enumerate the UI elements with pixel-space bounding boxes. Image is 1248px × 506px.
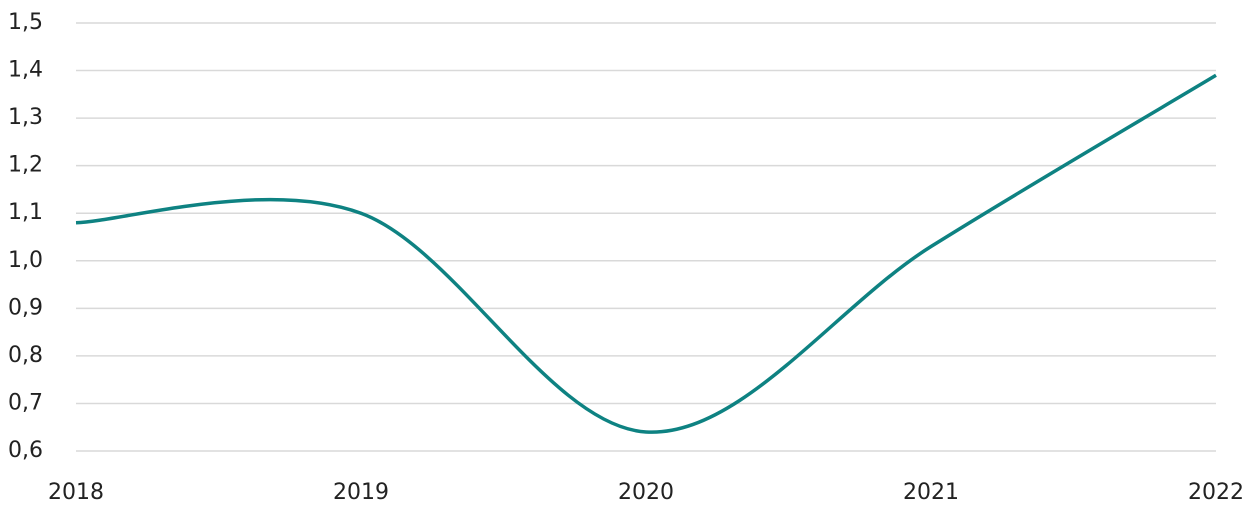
y-tick-label: 0,7 [8,390,43,415]
line [75,73,1217,434]
y-tick-label: 1,0 [8,248,43,273]
y-tick-label: 1,5 [8,10,43,35]
y-tick-label: 1,2 [8,153,43,178]
y-tick-label: 1,4 [8,58,43,83]
x-tick-label: 2021 [903,480,959,505]
x-tick-label: 2018 [48,480,104,505]
x-tick-label: 2020 [618,480,674,505]
x-tick-label: 2022 [1188,480,1244,505]
y-tick-label: 0,8 [8,343,43,368]
x-tick-label: 2019 [333,480,389,505]
y-tick-label: 0,9 [8,295,43,320]
y-tick-label: 0,6 [8,438,43,463]
y-tick-label: 1,3 [8,105,43,130]
y-tick-label: 1,1 [8,200,43,225]
